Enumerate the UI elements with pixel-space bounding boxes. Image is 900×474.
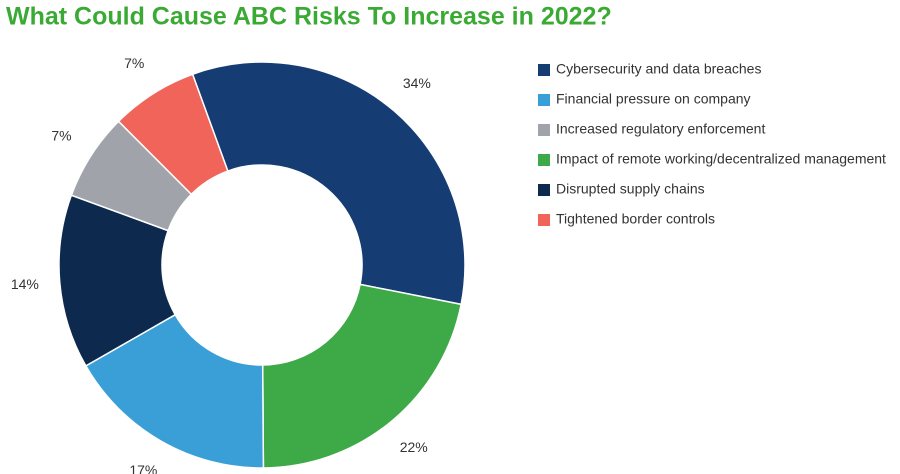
legend-swatch [538, 184, 550, 196]
legend-swatch [538, 124, 550, 136]
legend-label: Financial pressure on company [556, 91, 751, 107]
legend-label: Tightened border controls [556, 211, 715, 227]
legend-swatch [538, 154, 550, 166]
legend-label: Disrupted supply chains [556, 181, 705, 197]
legend-label: Cybersecurity and data breaches [556, 61, 761, 77]
chart-title: What Could Cause ABC Risks To Increase i… [6, 3, 612, 31]
data-label: 22% [400, 439, 428, 455]
slice [191, 61, 466, 306]
data-label: 7% [51, 128, 71, 144]
slice [84, 313, 265, 469]
data-label: 17% [129, 462, 157, 474]
legend-swatch [538, 214, 550, 226]
slice [261, 283, 463, 469]
data-label: 7% [124, 55, 144, 71]
legend-label: Increased regulatory enforcement [556, 121, 765, 137]
data-label: 14% [11, 276, 39, 292]
legend-swatch [538, 94, 550, 106]
slice [117, 73, 229, 196]
legend-label: Impact of remote working/decentralized m… [556, 151, 886, 167]
legend-swatch [538, 64, 550, 76]
data-label: 34% [403, 75, 431, 91]
